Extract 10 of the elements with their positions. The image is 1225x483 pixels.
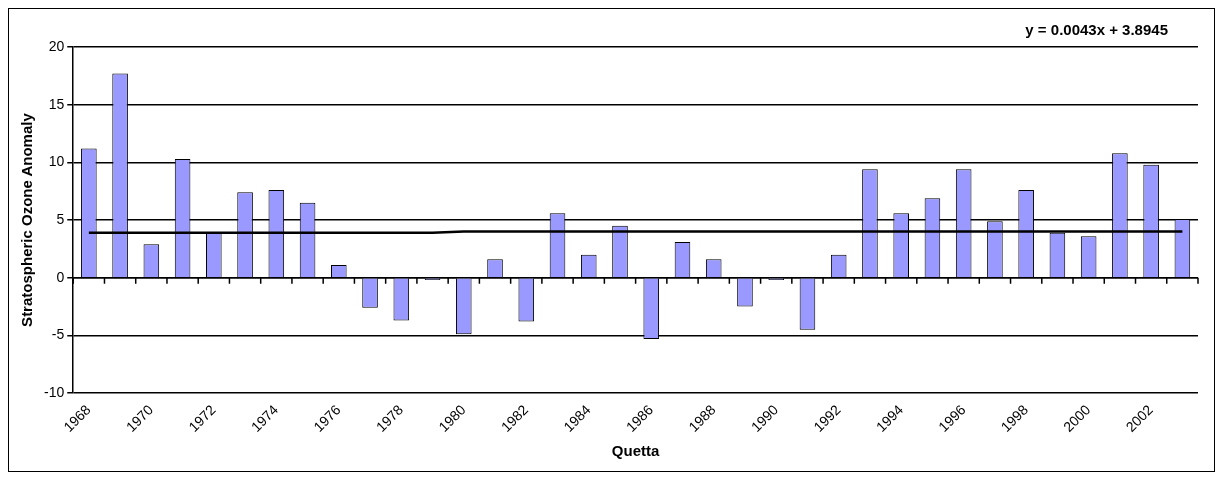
y-axis-title: Stratospheric Ozone Anomaly bbox=[18, 112, 36, 327]
y-tick-label: -5 bbox=[51, 326, 65, 343]
y-tick-label: 15 bbox=[48, 95, 65, 112]
y-tick-label: 0 bbox=[56, 268, 65, 285]
text: y = 0.0043x + 3.8945 bbox=[1025, 21, 1168, 39]
y-tick-label: -10 bbox=[44, 383, 65, 400]
y-tick-label: 5 bbox=[56, 210, 65, 227]
y-tick-label: 20 bbox=[48, 37, 65, 54]
y-tick-label: 10 bbox=[48, 153, 65, 170]
x-axis-title: Quetta bbox=[611, 442, 661, 460]
